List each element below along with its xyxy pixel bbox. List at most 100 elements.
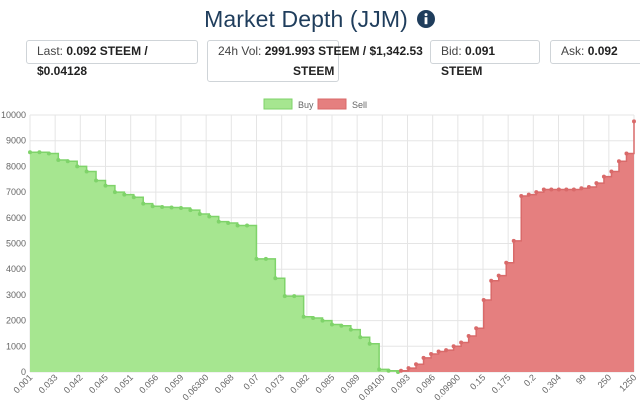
series-point-buy xyxy=(282,294,287,299)
series-point-sell xyxy=(414,362,419,367)
series-point-buy xyxy=(141,201,146,206)
x-tick-label: 0.096 xyxy=(414,372,437,395)
series-point-sell xyxy=(624,151,629,156)
series-point-buy xyxy=(367,341,372,346)
stat-ask-value: 0.092 xyxy=(587,44,618,58)
series-point-sell xyxy=(436,349,441,354)
x-tick-label: 0.001 xyxy=(11,372,34,395)
y-tick-label: 2000 xyxy=(6,316,26,326)
series-point-sell xyxy=(594,181,599,186)
series-point-sell xyxy=(451,344,456,349)
series-point-sell xyxy=(579,186,584,191)
series-point-sell xyxy=(481,298,486,303)
series-point-buy xyxy=(131,195,136,200)
series-point-buy xyxy=(112,190,117,195)
x-tick-label: 0.2 xyxy=(522,372,538,388)
series-point-buy xyxy=(339,323,344,328)
market-stats: Last: 0.092 STEEM / $0.04128 24h Vol: 29… xyxy=(0,40,640,82)
page-title: Market Depth (JJM) xyxy=(204,5,408,32)
series-point-buy xyxy=(56,157,61,162)
series-point-buy xyxy=(37,150,42,155)
legend-label-sell: Sell xyxy=(352,100,367,110)
x-tick-label: 0.093 xyxy=(389,372,412,395)
series-point-buy xyxy=(245,223,250,228)
y-tick-label: 5000 xyxy=(6,239,26,249)
y-tick-label: 10000 xyxy=(1,110,26,120)
series-point-buy xyxy=(348,327,353,332)
series-point-buy xyxy=(197,211,202,216)
x-tick-label: 0.051 xyxy=(112,372,135,395)
y-tick-label: 1000 xyxy=(6,341,26,351)
title-row: Market Depth (JJM) xyxy=(0,4,640,34)
series-point-sell xyxy=(466,334,471,339)
x-tick-label: 99 xyxy=(574,372,588,386)
series-point-sell xyxy=(526,192,531,197)
x-tick-label: 0.304 xyxy=(540,372,563,395)
y-tick-label: 8000 xyxy=(6,161,26,171)
series-point-buy xyxy=(320,318,325,323)
series-point-sell xyxy=(601,174,606,179)
series-point-buy xyxy=(216,219,221,224)
series-point-sell xyxy=(496,273,501,278)
series-point-sell xyxy=(556,187,561,192)
series-point-buy xyxy=(75,164,80,169)
stat-last-label: Last: xyxy=(37,44,64,58)
series-point-buy xyxy=(226,220,231,225)
stat-24h-volume: 24h Vol: 2991.993 STEEM / $1,342.53 STEE… xyxy=(207,40,423,82)
y-tick-label: 3000 xyxy=(6,290,26,300)
x-tick-label: 0.068 xyxy=(213,372,236,395)
series-point-buy xyxy=(263,256,268,261)
series-point-sell xyxy=(429,352,434,357)
stat-bid-value: 0.091 STEEM xyxy=(441,44,496,78)
series-point-sell xyxy=(444,348,449,353)
series-point-buy xyxy=(46,151,51,156)
stat-vol-label: 24h Vol: xyxy=(218,44,262,58)
stat-ask: Ask: 0.092 xyxy=(550,40,640,64)
series-point-buy xyxy=(150,204,155,209)
y-tick-label: 6000 xyxy=(6,213,26,223)
series-point-buy xyxy=(169,205,174,210)
stat-vol-value: 2991.993 STEEM / $1,342.53 xyxy=(264,44,423,58)
series-point-sell xyxy=(586,184,591,189)
series-point-buy xyxy=(386,368,391,373)
series-area-buy xyxy=(30,152,398,372)
x-tick-label: 0.045 xyxy=(87,372,110,395)
legend-swatch-buy xyxy=(263,98,293,110)
series-point-buy xyxy=(329,322,334,327)
series-point-sell xyxy=(421,355,426,360)
stat-last-price: Last: 0.092 STEEM / $0.04128 xyxy=(26,40,198,78)
series-point-buy xyxy=(122,192,127,197)
series-point-buy xyxy=(188,208,193,213)
x-tick-label: 0.06300 xyxy=(180,372,210,400)
series-point-buy xyxy=(396,370,400,374)
series-point-buy xyxy=(301,314,306,319)
series-point-buy xyxy=(235,223,240,228)
x-tick-label: 250 xyxy=(596,372,614,390)
series-point-buy xyxy=(377,367,382,372)
series-point-buy xyxy=(311,316,316,321)
y-tick-label: 0 xyxy=(21,367,26,377)
x-tick-label: 0.073 xyxy=(263,372,286,395)
series-point-buy xyxy=(273,276,278,281)
y-tick-label: 4000 xyxy=(6,264,26,274)
series-point-buy xyxy=(28,150,32,155)
x-tick-label: 0.07 xyxy=(241,372,260,391)
info-circle-icon[interactable] xyxy=(416,9,436,29)
legend-swatch-sell xyxy=(317,98,347,110)
series-point-buy xyxy=(94,178,99,183)
series-point-sell xyxy=(616,159,621,164)
legend-label-buy: Buy xyxy=(298,100,314,110)
series-point-sell xyxy=(609,169,614,174)
series-point-sell xyxy=(399,368,403,373)
series-point-sell xyxy=(541,187,546,192)
y-tick-label: 9000 xyxy=(6,136,26,146)
stat-bid-label: Bid: xyxy=(441,44,462,58)
x-tick-label: 1250 xyxy=(617,372,638,393)
series-point-buy xyxy=(178,206,183,211)
x-tick-label: 0.09900 xyxy=(432,372,462,400)
series-point-sell xyxy=(632,119,636,124)
series-point-sell xyxy=(459,340,464,345)
series-point-sell xyxy=(564,187,569,192)
x-tick-label: 0.175 xyxy=(490,372,513,395)
series-point-sell xyxy=(571,187,576,192)
